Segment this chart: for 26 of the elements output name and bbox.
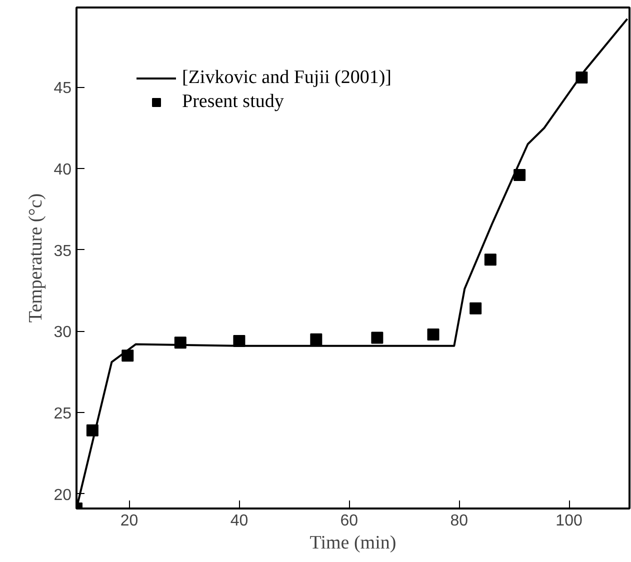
y-tick-label: 25 — [54, 406, 72, 423]
point — [233, 334, 246, 347]
point — [371, 332, 384, 344]
x-tick-label: 80 — [450, 512, 468, 530]
y-tick-label: 45 — [54, 80, 72, 98]
y-tick-label: 40 — [54, 162, 72, 179]
x-tick-label: 40 — [230, 512, 248, 530]
legend-label: Present study — [182, 91, 284, 113]
x-axis-title: Time (min) — [310, 532, 396, 554]
legend-label: [Zivkovic and Fujii (2001)] — [182, 67, 392, 89]
point — [484, 254, 496, 266]
y-tick-label: 30 — [54, 324, 72, 342]
x-tick-label: 100 — [556, 512, 582, 530]
point — [310, 333, 322, 346]
y-axis-title: Temperature (°c) — [26, 193, 47, 323]
y-tick-label: 35 — [54, 242, 72, 260]
point — [470, 302, 482, 314]
point — [174, 336, 186, 349]
point — [86, 424, 98, 436]
y-tick-label: 20 — [54, 486, 72, 504]
x-tick-label: 20 — [120, 512, 138, 530]
point — [427, 328, 440, 340]
point — [576, 71, 588, 84]
point — [122, 350, 134, 362]
point — [514, 169, 526, 182]
x-tick-label: 60 — [340, 512, 358, 530]
